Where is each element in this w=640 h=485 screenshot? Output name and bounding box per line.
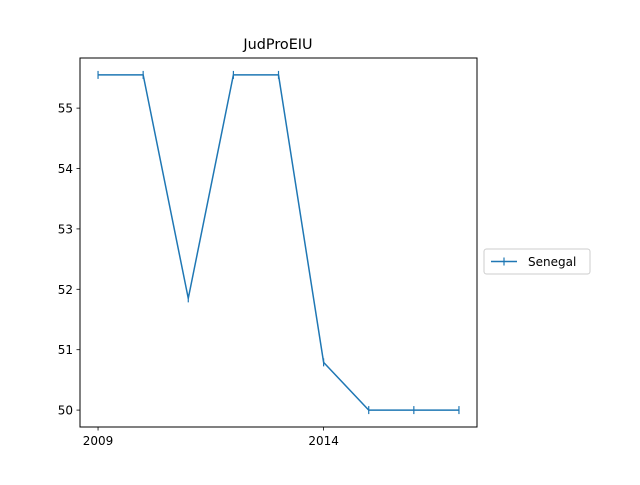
x-tick-label: 2014 (308, 434, 339, 448)
series-layer (97, 70, 460, 415)
x-axis: 2009 2014 (83, 427, 339, 448)
legend-box (483, 248, 591, 275)
y-tick-label: 53 (58, 222, 73, 236)
y-tick-label: 54 (58, 162, 73, 176)
chart-title: JudProEIU (242, 37, 312, 53)
plot-area (79, 57, 478, 428)
legend[interactable]: Senegal (483, 248, 591, 275)
y-tick-label: 51 (58, 343, 73, 357)
y-tick-label: 52 (58, 283, 73, 297)
x-tick-label: 2009 (83, 434, 114, 448)
y-tick-label: 50 (58, 404, 73, 418)
plot-frame (79, 57, 478, 428)
legend-label: Senegal (528, 255, 576, 269)
y-axis: 50 51 52 53 54 55 (58, 102, 80, 418)
y-tick-label: 55 (58, 102, 73, 116)
